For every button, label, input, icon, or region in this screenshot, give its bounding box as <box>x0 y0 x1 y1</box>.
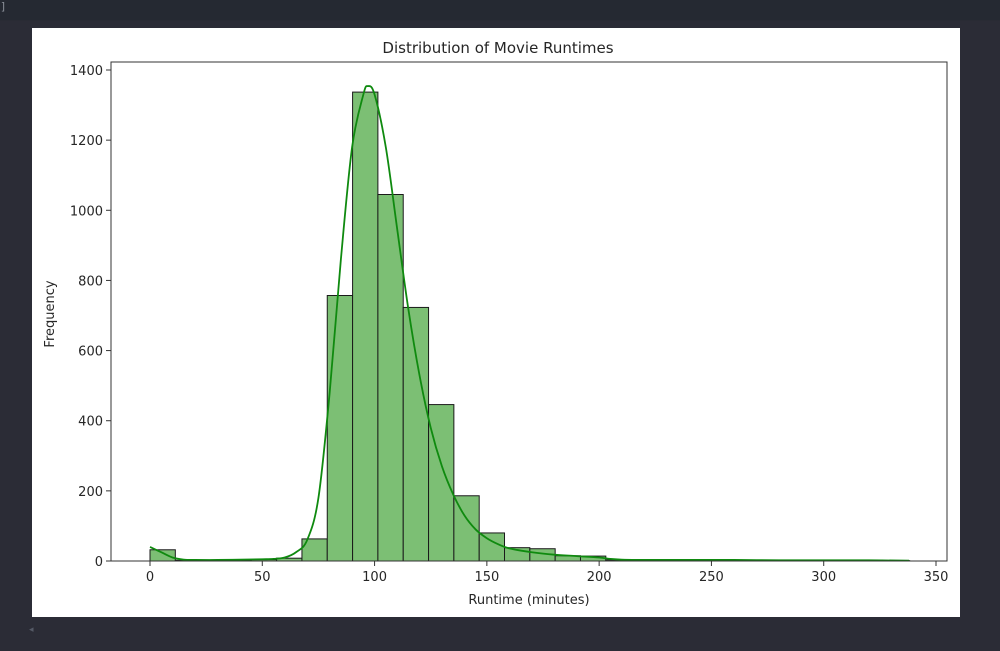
cell-bracket-glyph: ] <box>0 0 7 13</box>
kde-curve <box>149 85 910 562</box>
x-tick-label: 0 <box>146 570 154 585</box>
histogram-bar <box>428 404 455 562</box>
chart-figure: Distribution of Movie Runtimes 0 50 100 150… <box>32 28 960 617</box>
histogram-bars <box>149 91 911 562</box>
y-tick-label: 600 <box>78 345 103 360</box>
histogram-bar <box>402 306 430 562</box>
y-tick-label: 800 <box>78 274 103 289</box>
histogram-bar <box>478 532 506 562</box>
y-axis-label: Frequency <box>43 280 58 347</box>
axes-frame <box>110 61 948 562</box>
x-tick-label: 50 <box>254 570 271 585</box>
y-axis-ticks: 0 200 400 600 800 1000 1200 1400 <box>70 64 111 570</box>
histogram-chart: Distribution of Movie Runtimes 0 50 100 150… <box>43 39 949 608</box>
x-axis-label: Runtime (minutes) <box>468 593 589 608</box>
x-tick-label: 350 <box>924 570 949 585</box>
y-tick-label: 200 <box>78 485 103 500</box>
x-tick-label: 100 <box>362 570 387 585</box>
window-top-strip <box>0 0 1000 20</box>
scroll-left-icon[interactable]: ◂ <box>29 625 34 635</box>
x-axis-ticks: 0 50 100 150 200 250 300 350 <box>146 561 949 585</box>
chart-title: Distribution of Movie Runtimes <box>382 39 613 57</box>
histogram-bar <box>326 295 354 562</box>
y-tick-label: 1000 <box>70 204 103 219</box>
y-tick-label: 400 <box>78 415 103 430</box>
y-tick-label: 1400 <box>70 64 103 79</box>
histogram-bar <box>352 91 379 562</box>
x-tick-label: 150 <box>474 570 499 585</box>
y-tick-label: 0 <box>95 555 103 570</box>
histogram-bar <box>377 194 404 562</box>
y-tick-label: 1200 <box>70 134 103 149</box>
histogram-bar <box>149 549 176 562</box>
x-tick-label: 200 <box>587 570 612 585</box>
x-tick-label: 300 <box>811 570 836 585</box>
x-tick-label: 250 <box>699 570 724 585</box>
